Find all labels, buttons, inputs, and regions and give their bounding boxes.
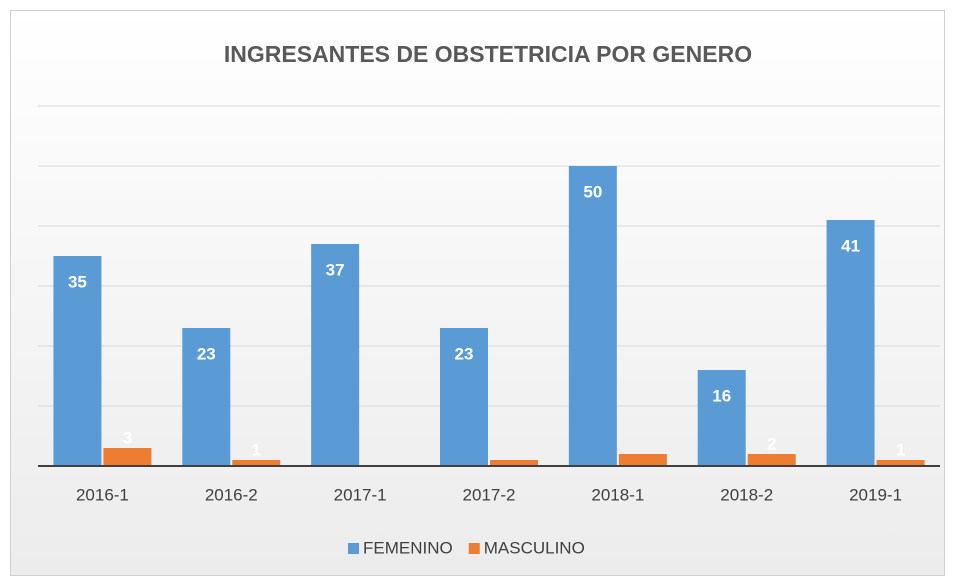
bar — [103, 448, 152, 466]
x-tick-label: 2018-2 — [720, 485, 773, 504]
legend-label: FEMENINO — [363, 538, 453, 557]
bar — [568, 166, 617, 466]
data-label: 1 — [252, 440, 261, 459]
legend-swatch — [348, 543, 359, 554]
bar — [182, 328, 231, 466]
bar — [311, 244, 360, 466]
data-label: 50 — [583, 182, 602, 201]
bar — [826, 220, 875, 466]
bar — [53, 256, 102, 466]
x-tick-label: 2017-2 — [463, 485, 516, 504]
x-tick-label: 2018-1 — [591, 485, 644, 504]
bar — [618, 454, 667, 466]
legend-swatch — [468, 543, 480, 554]
x-tick-label: 2016-2 — [205, 485, 258, 504]
bar — [440, 328, 488, 466]
bar — [747, 454, 796, 466]
data-label: 3 — [123, 428, 132, 447]
bar — [876, 460, 925, 466]
bar — [490, 460, 538, 466]
bar — [232, 460, 281, 466]
data-label: 41 — [841, 236, 860, 255]
chart-background — [10, 10, 945, 576]
data-label: 37 — [326, 260, 345, 279]
x-tick-label: 2019-1 — [849, 485, 902, 504]
x-tick-label: 2016-1 — [76, 485, 129, 504]
chart-title: INGRESANTES DE OBSTETRICIA POR GENERO — [224, 41, 752, 67]
data-label: 2 — [767, 434, 776, 453]
data-label: 23 — [197, 344, 216, 363]
legend-label: MASCULINO — [484, 538, 585, 557]
data-label: 35 — [68, 272, 87, 291]
bar — [697, 370, 746, 466]
data-label: 16 — [712, 386, 731, 405]
data-label: 23 — [455, 344, 474, 363]
data-label: 1 — [896, 440, 905, 459]
x-tick-label: 2017-1 — [334, 485, 387, 504]
